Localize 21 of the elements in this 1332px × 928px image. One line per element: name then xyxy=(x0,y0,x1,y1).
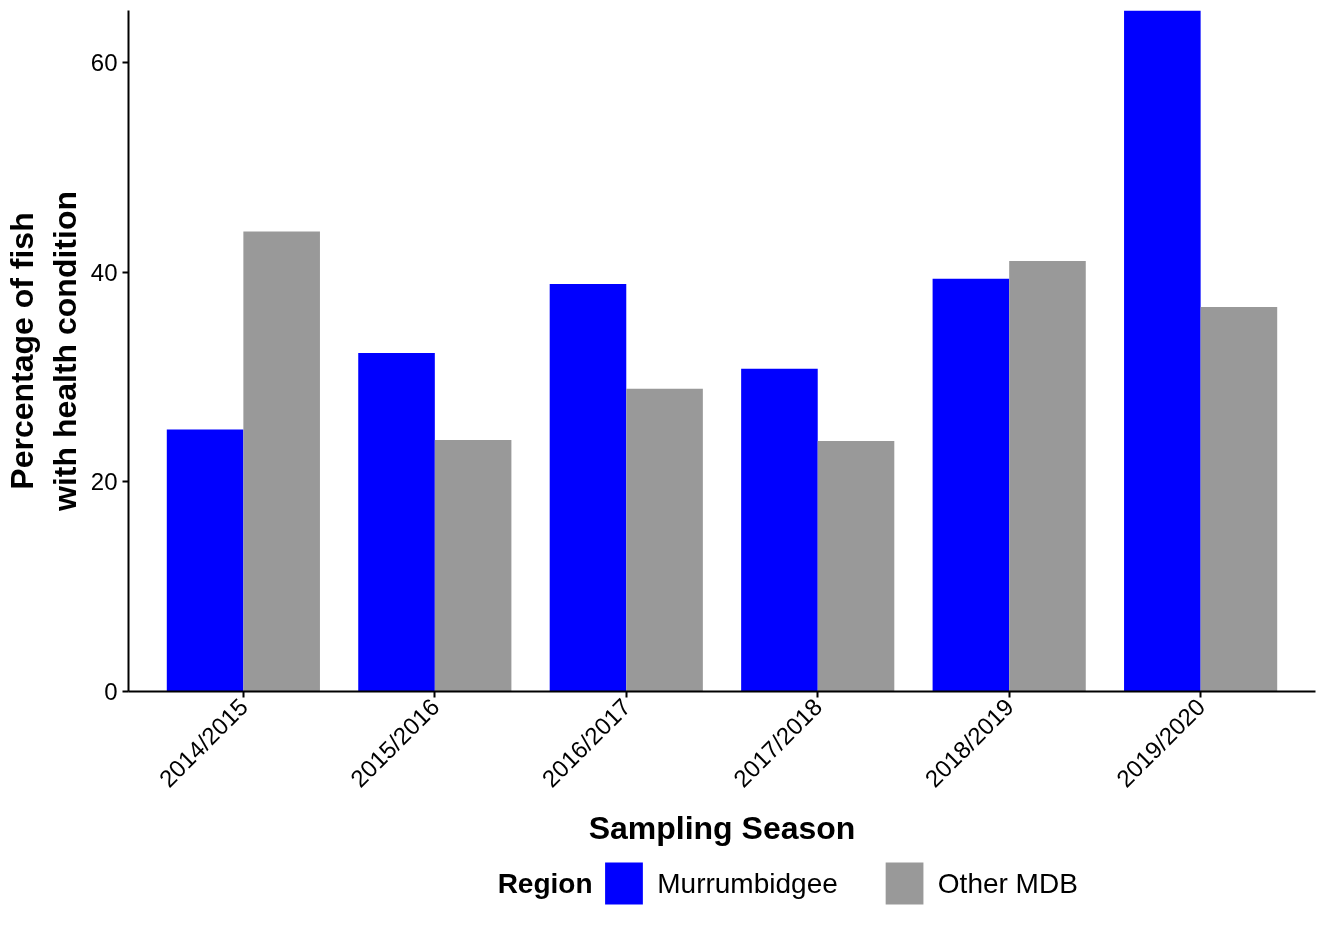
legend-label: Other MDB xyxy=(937,868,1078,899)
y-axis-title: Percentage of fish with health condition xyxy=(3,191,83,512)
bar xyxy=(1124,10,1201,692)
bar xyxy=(434,440,512,692)
y-tick-label: 60 xyxy=(90,49,118,77)
bar xyxy=(932,278,1010,692)
bar xyxy=(741,368,818,692)
legend-title: Region xyxy=(497,868,593,899)
bar xyxy=(549,283,627,692)
x-axis-title: Sampling Season xyxy=(588,809,856,846)
bar xyxy=(166,429,244,692)
bar xyxy=(626,388,703,692)
legend-label: Murrumbidgee xyxy=(657,868,838,899)
bar xyxy=(817,441,895,692)
bar xyxy=(243,231,320,692)
y-tick-label: 0 xyxy=(104,678,118,705)
y-tick-label: 20 xyxy=(90,468,118,496)
bar xyxy=(1009,260,1086,692)
bar xyxy=(358,353,435,692)
bar xyxy=(1200,307,1278,692)
y-tick-label: 40 xyxy=(90,258,118,286)
